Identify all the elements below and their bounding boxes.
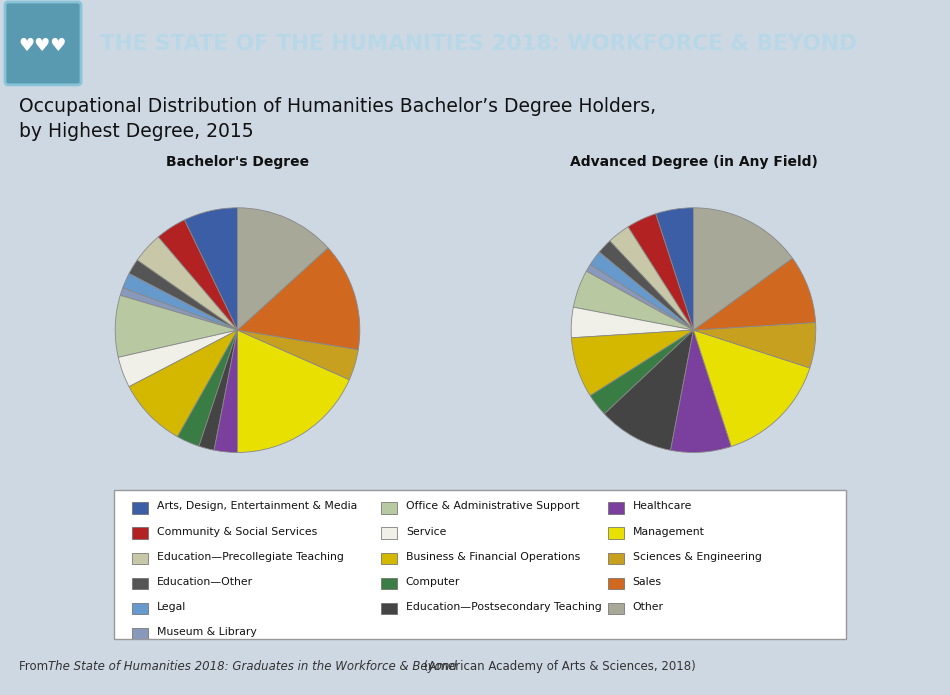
Wedge shape [178,330,238,446]
Bar [381,502,397,514]
Wedge shape [137,237,238,330]
Text: Computer: Computer [406,577,460,587]
Wedge shape [590,330,694,414]
Wedge shape [671,330,732,452]
Wedge shape [238,330,350,452]
Wedge shape [214,330,238,452]
Text: THE STATE OF THE HUMANITIES 2018: WORKFORCE & BEYOND: THE STATE OF THE HUMANITIES 2018: WORKFO… [100,34,857,54]
Text: (American Academy of Arts & Sciences, 2018): (American Academy of Arts & Sciences, 20… [420,660,696,673]
FancyBboxPatch shape [5,2,81,85]
Text: Service: Service [406,527,446,537]
Bar [381,528,397,539]
Bar [381,578,397,589]
Text: Arts, Design, Entertainment & Media: Arts, Design, Entertainment & Media [157,501,357,512]
Wedge shape [610,227,694,330]
Bar [132,553,148,564]
Wedge shape [571,307,693,338]
Text: Community & Social Services: Community & Social Services [157,527,317,537]
Title: Bachelor's Degree: Bachelor's Degree [166,155,309,169]
Wedge shape [574,271,694,330]
Wedge shape [694,208,792,330]
Bar [132,502,148,514]
Wedge shape [129,330,238,436]
Wedge shape [129,260,238,330]
Text: Museum & Library: Museum & Library [157,627,256,637]
Wedge shape [121,288,238,330]
Bar [132,603,148,614]
Wedge shape [238,330,358,379]
Text: Other: Other [633,602,664,612]
Text: Legal: Legal [157,602,186,612]
Wedge shape [586,265,694,330]
Wedge shape [123,274,238,330]
Wedge shape [628,214,694,330]
Text: ♥♥♥: ♥♥♥ [19,37,67,55]
Wedge shape [694,259,816,330]
Wedge shape [656,208,694,330]
Text: Education—Postsecondary Teaching: Education—Postsecondary Teaching [406,602,601,612]
Wedge shape [199,330,238,450]
Wedge shape [604,330,694,450]
Text: Business & Financial Operations: Business & Financial Operations [406,552,580,562]
Wedge shape [238,208,328,330]
Wedge shape [115,295,238,357]
Text: Occupational Distribution of Humanities Bachelor’s Degree Holders,
by Highest De: Occupational Distribution of Humanities … [19,97,656,141]
Bar [608,603,624,614]
Text: Sciences & Engineering: Sciences & Engineering [633,552,762,562]
Wedge shape [159,220,238,330]
Bar [132,578,148,589]
Bar [132,628,148,639]
Wedge shape [599,241,694,330]
Bar [381,553,397,564]
FancyBboxPatch shape [114,490,846,639]
Wedge shape [238,248,360,350]
Bar [608,553,624,564]
Text: Education—Precollegiate Teaching: Education—Precollegiate Teaching [157,552,344,562]
Wedge shape [590,252,694,330]
Wedge shape [571,330,693,395]
Bar [608,578,624,589]
Bar [132,528,148,539]
Bar [381,603,397,614]
Text: Office & Administrative Support: Office & Administrative Support [406,501,580,512]
Wedge shape [184,208,238,330]
Bar [608,502,624,514]
Text: Sales: Sales [633,577,661,587]
Title: Advanced Degree (in Any Field): Advanced Degree (in Any Field) [570,155,817,169]
Text: Management: Management [633,527,705,537]
Text: Education—Other: Education—Other [157,577,254,587]
Text: The State of Humanities 2018: Graduates in the Workforce & Beyond: The State of Humanities 2018: Graduates … [48,660,457,673]
Bar [608,528,624,539]
Text: Healthcare: Healthcare [633,501,692,512]
Wedge shape [694,330,809,446]
Wedge shape [118,330,238,386]
Text: From: From [19,660,52,673]
Wedge shape [694,322,816,368]
